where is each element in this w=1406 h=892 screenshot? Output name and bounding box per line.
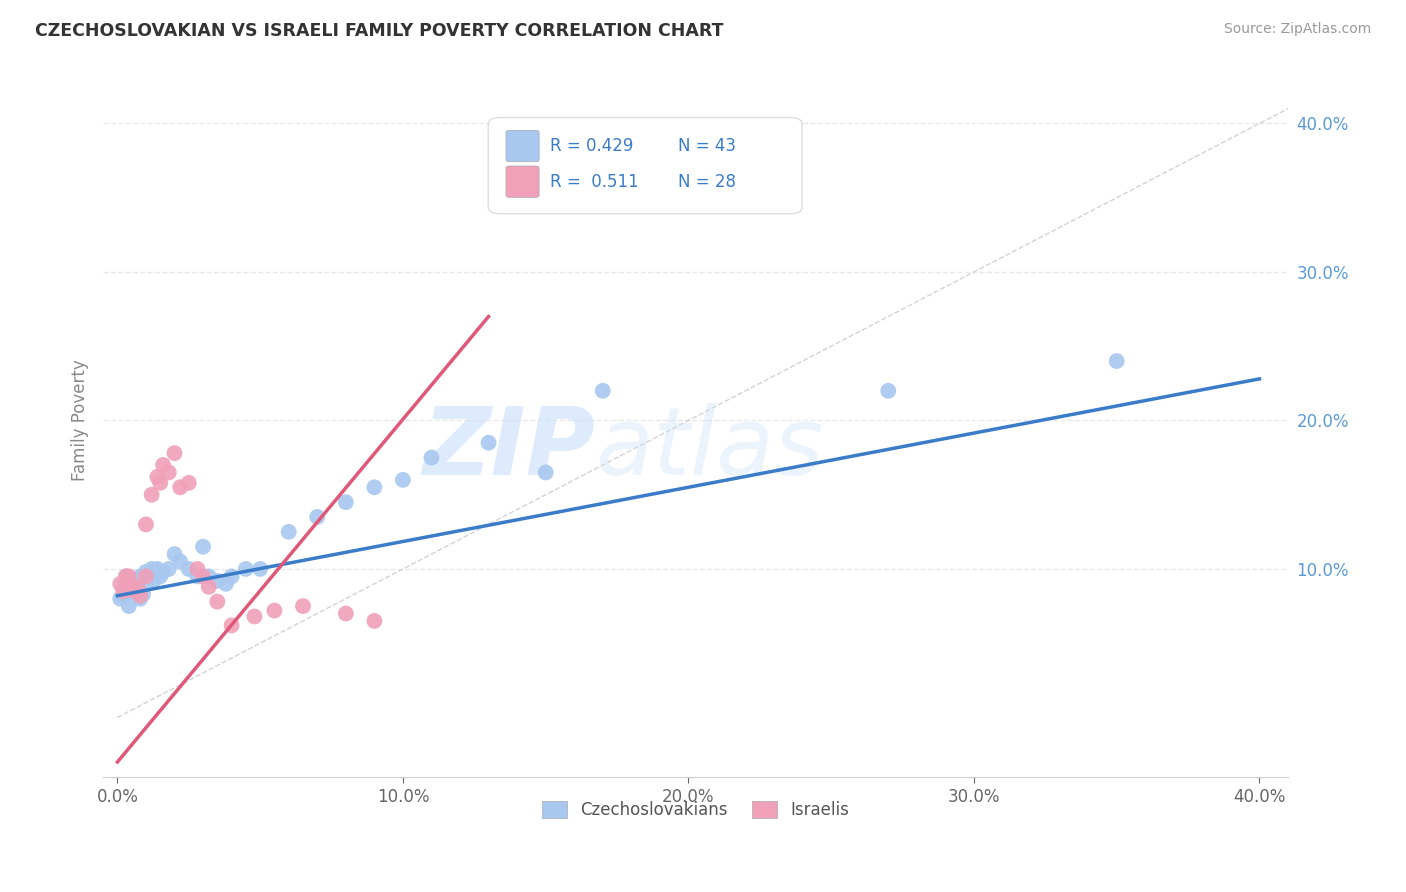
Text: R = 0.429: R = 0.429: [550, 137, 633, 155]
Point: [207, 594, 229, 608]
Point: [149, 569, 172, 583]
Point: [115, 569, 138, 583]
Point: [291, 599, 314, 613]
Point: [129, 589, 152, 603]
Point: [115, 569, 138, 583]
Point: [110, 577, 132, 591]
Point: [186, 562, 208, 576]
Point: [177, 475, 200, 490]
Point: [249, 562, 271, 576]
Text: N = 43: N = 43: [678, 137, 735, 155]
Point: [235, 562, 257, 576]
Point: [392, 473, 415, 487]
Point: [157, 562, 180, 576]
Text: N = 28: N = 28: [678, 173, 735, 191]
Point: [141, 562, 163, 576]
Point: [420, 450, 443, 465]
Point: [1105, 354, 1128, 368]
Point: [121, 584, 143, 599]
Point: [129, 569, 152, 583]
Point: [132, 587, 155, 601]
Point: [169, 555, 191, 569]
Point: [115, 577, 138, 591]
Point: [121, 574, 143, 588]
Point: [112, 589, 135, 603]
Point: [263, 603, 285, 617]
Point: [307, 510, 329, 524]
Text: atlas: atlas: [595, 403, 823, 494]
Point: [277, 524, 299, 539]
Point: [141, 488, 163, 502]
Y-axis label: Family Poverty: Family Poverty: [72, 359, 89, 482]
Point: [135, 517, 157, 532]
Point: [163, 446, 186, 460]
FancyBboxPatch shape: [506, 166, 538, 197]
Point: [121, 580, 143, 594]
Point: [127, 573, 149, 587]
Point: [110, 591, 132, 606]
Point: [534, 466, 557, 480]
Point: [127, 580, 149, 594]
Point: [243, 609, 266, 624]
Point: [146, 562, 169, 576]
Text: Source: ZipAtlas.com: Source: ZipAtlas.com: [1223, 22, 1371, 37]
Point: [118, 569, 141, 583]
Point: [197, 569, 219, 583]
Point: [177, 562, 200, 576]
Point: [186, 569, 208, 583]
FancyBboxPatch shape: [488, 118, 803, 214]
Point: [146, 470, 169, 484]
Point: [592, 384, 614, 398]
Point: [363, 614, 385, 628]
Point: [143, 573, 166, 587]
Point: [163, 547, 186, 561]
Point: [877, 384, 900, 398]
Point: [191, 540, 214, 554]
Point: [477, 435, 499, 450]
Point: [335, 495, 357, 509]
Text: ZIP: ZIP: [422, 403, 595, 495]
Point: [149, 475, 172, 490]
Point: [138, 569, 160, 583]
Point: [124, 584, 146, 599]
Point: [215, 577, 238, 591]
Point: [197, 580, 219, 594]
Point: [152, 458, 174, 472]
Point: [191, 569, 214, 583]
Point: [124, 580, 146, 594]
FancyBboxPatch shape: [506, 130, 538, 161]
Point: [135, 577, 157, 591]
Point: [112, 584, 135, 599]
Text: R =  0.511: R = 0.511: [550, 173, 638, 191]
Point: [152, 565, 174, 579]
Legend: Czechoslovakians, Israelis: Czechoslovakians, Israelis: [534, 794, 856, 826]
Point: [135, 569, 157, 583]
Text: CZECHOSLOVAKIAN VS ISRAELI FAMILY POVERTY CORRELATION CHART: CZECHOSLOVAKIAN VS ISRAELI FAMILY POVERT…: [35, 22, 724, 40]
Point: [335, 607, 357, 621]
Point: [207, 574, 229, 588]
Point: [157, 466, 180, 480]
Point: [135, 565, 157, 579]
Point: [221, 618, 243, 632]
Point: [118, 599, 141, 613]
Point: [129, 591, 152, 606]
Point: [221, 569, 243, 583]
Point: [363, 480, 385, 494]
Point: [169, 480, 191, 494]
